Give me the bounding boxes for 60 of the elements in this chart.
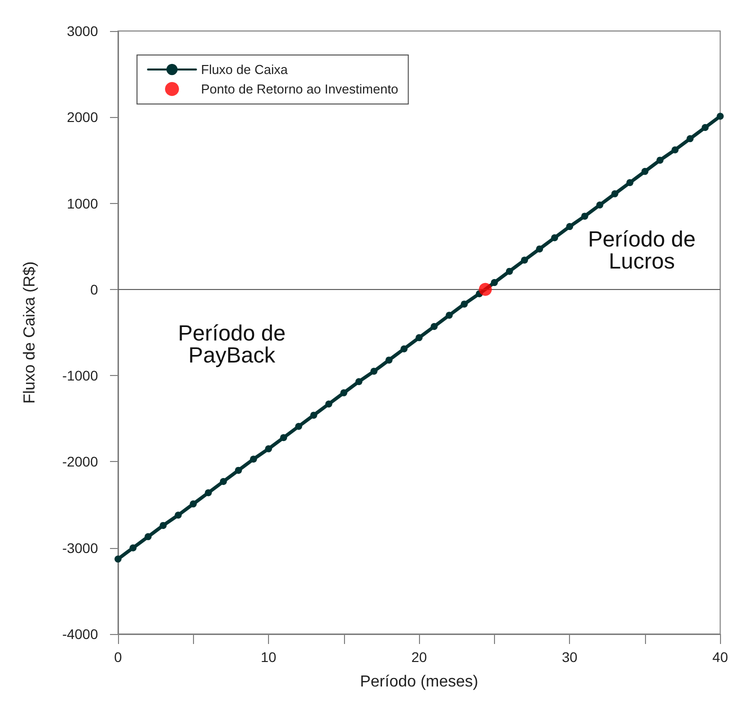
point (174, 512, 182, 519)
point (641, 168, 648, 175)
y-axis-title: Fluxo de Caixa (R$) (22, 261, 38, 404)
point (190, 500, 197, 508)
point (340, 389, 348, 396)
point (234, 466, 242, 474)
y-tick-label: 0 (90, 281, 98, 298)
point (506, 268, 513, 275)
y-tick-label: -2000 (62, 454, 98, 470)
point (521, 256, 528, 264)
point (611, 190, 618, 198)
point (400, 345, 408, 352)
point (416, 334, 423, 342)
point (130, 544, 137, 552)
point (160, 522, 167, 529)
point (310, 412, 318, 419)
point (204, 489, 212, 496)
x-tick-label: 10 (260, 649, 277, 665)
point (551, 234, 558, 242)
y-tick-label: -3000 (62, 540, 98, 556)
point (626, 179, 634, 186)
legend-label: Ponto de Retorno ao Investimento (201, 82, 398, 96)
point (370, 368, 378, 375)
y-tick-label: 2000 (66, 109, 98, 126)
x-tick-label: 40 (712, 649, 728, 665)
point (220, 478, 227, 486)
point (144, 533, 152, 540)
point (490, 279, 498, 286)
point (325, 400, 332, 408)
y-tick-label: -4000 (62, 626, 98, 642)
point (478, 282, 492, 296)
y-tick-label: 3000 (66, 23, 98, 39)
point (686, 135, 694, 142)
x-tick-label: 20 (411, 649, 428, 665)
point (114, 556, 122, 563)
x-tick-label: 30 (562, 649, 578, 665)
point (656, 156, 664, 164)
y-tick-label: 1000 (66, 195, 98, 212)
point (355, 378, 362, 386)
annotation: Período de PayBack (178, 320, 286, 368)
x-axis-title: Período (meses) (360, 674, 478, 690)
point (295, 422, 302, 430)
point (566, 223, 574, 230)
point (280, 434, 288, 442)
point (430, 322, 438, 330)
point (596, 202, 604, 209)
point (386, 356, 392, 364)
point (702, 124, 709, 131)
point (446, 312, 453, 319)
point (672, 146, 679, 154)
point (581, 212, 588, 220)
y-tick-label: -1000 (62, 368, 98, 384)
point (250, 456, 257, 463)
point (460, 300, 468, 308)
point (716, 112, 724, 120)
point (536, 245, 544, 252)
point (265, 445, 272, 452)
annotation: Período de Lucros (588, 226, 696, 274)
legend-label: Fluxo de Caixa (201, 62, 288, 77)
x-tick-label: 0 (114, 649, 122, 665)
